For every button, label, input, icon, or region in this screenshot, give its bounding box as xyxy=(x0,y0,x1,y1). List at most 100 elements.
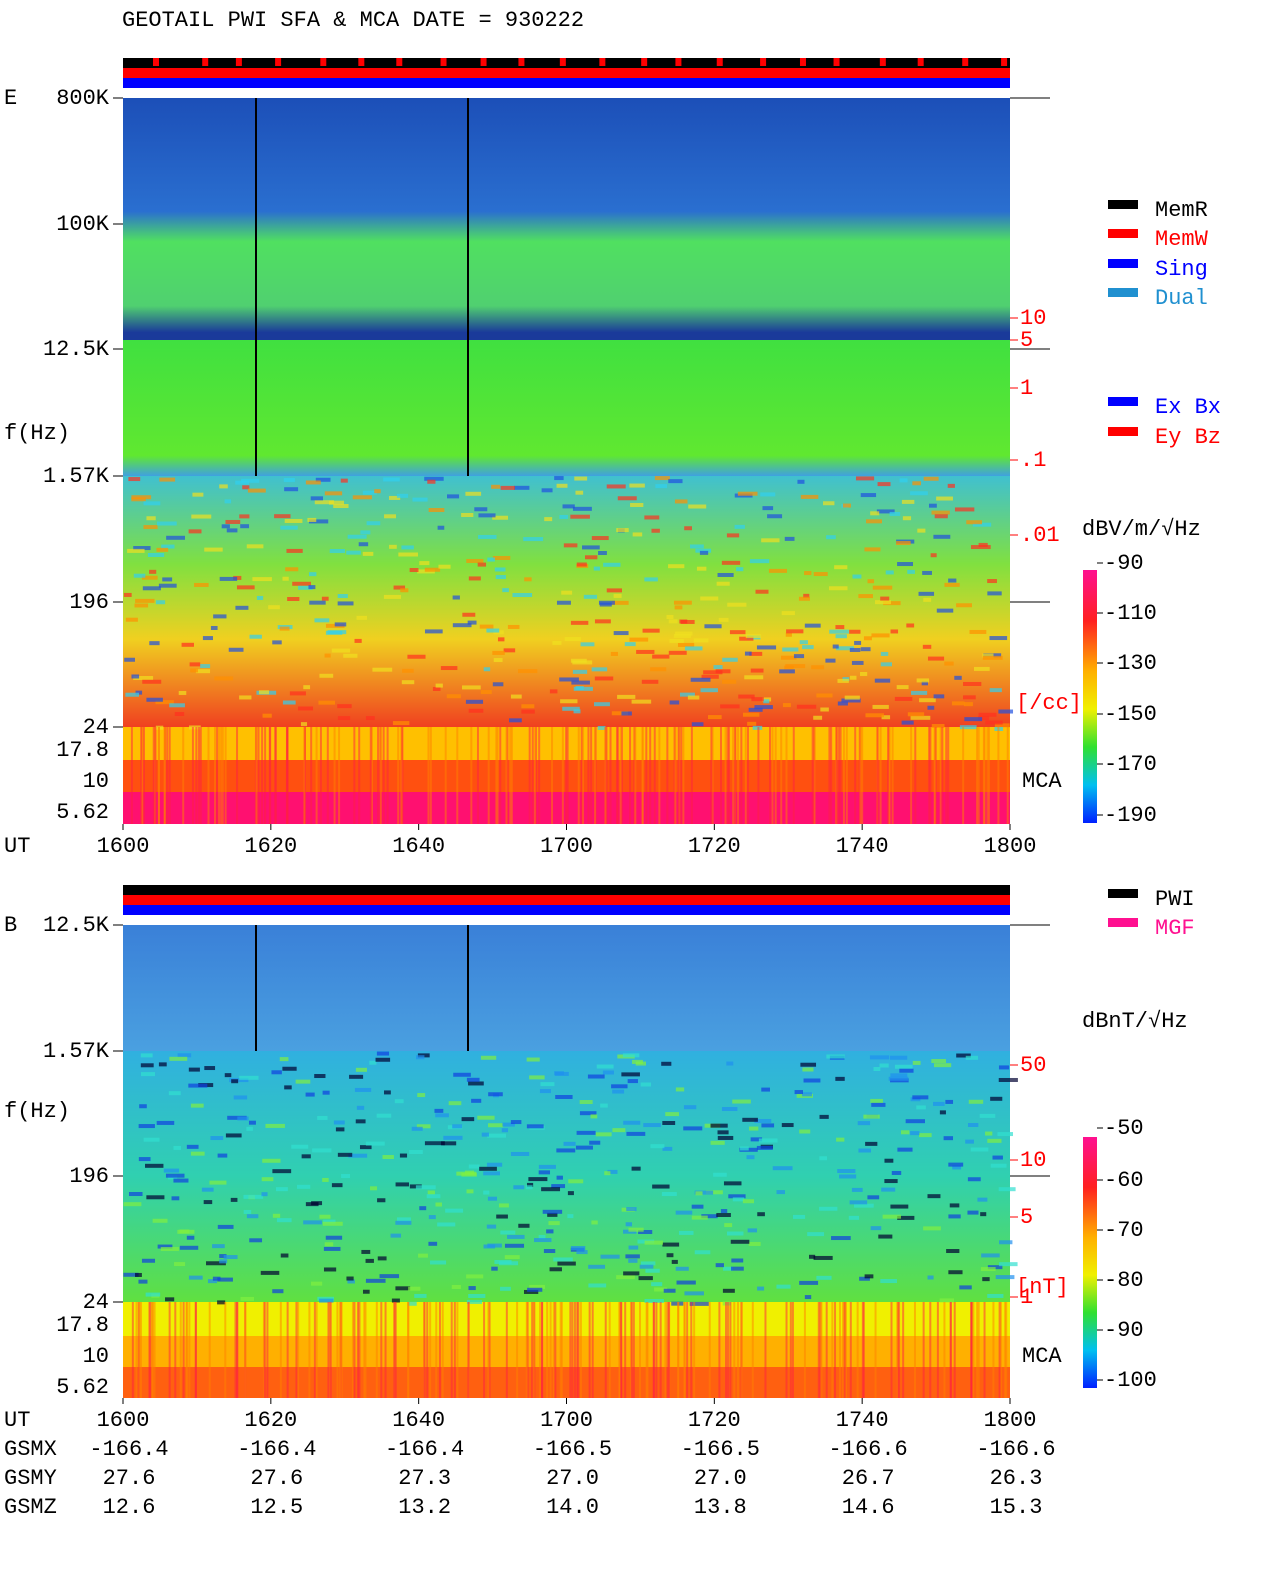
spectrogram-cell xyxy=(382,1155,394,1160)
mca-stripe xyxy=(516,1302,519,1398)
mca-stripe xyxy=(839,727,842,824)
spectrogram-cell xyxy=(809,1254,816,1259)
spectrogram-cell xyxy=(393,585,406,590)
spectrogram-cell xyxy=(284,1085,292,1090)
spectrogram-cell xyxy=(549,1267,562,1272)
spectrogram-cell xyxy=(739,636,754,641)
spectrogram-cell xyxy=(552,640,562,645)
spectrogram-cell xyxy=(480,1055,497,1060)
mca-stripe xyxy=(151,1302,154,1398)
spectrogram-cell xyxy=(717,1130,729,1135)
spectrogram-cell xyxy=(606,484,626,489)
mca-stripe xyxy=(997,727,1000,824)
spectrogram-cell xyxy=(879,1063,889,1068)
spectrogram-cell xyxy=(674,499,688,504)
spectrogram-cell xyxy=(309,600,326,605)
spectrogram-cell xyxy=(468,1164,480,1169)
spectrogram-cell xyxy=(792,1214,806,1219)
spectrogram-cell xyxy=(583,594,598,599)
mca-stripe xyxy=(216,727,219,824)
mca-stripe xyxy=(194,1302,197,1398)
spectrogram-cell xyxy=(734,524,745,529)
mca-stripe xyxy=(1005,1302,1008,1398)
spectrogram-cell xyxy=(541,1187,561,1192)
spectrogram-cell xyxy=(579,1111,597,1116)
spectrogram-cell xyxy=(133,675,154,680)
spectrogram-cell xyxy=(891,1170,902,1175)
spectrogram-cell xyxy=(923,597,932,602)
mca-stripe xyxy=(608,1302,611,1398)
mca-stripe xyxy=(970,1302,973,1398)
spectrogram-cell xyxy=(231,1079,239,1084)
spectrogram-cell xyxy=(415,1185,436,1190)
spectrogram-cell xyxy=(755,589,769,594)
panel-label: E xyxy=(4,86,17,111)
spectrogram-cell xyxy=(912,1095,929,1100)
colorbar-tick-label: -80 xyxy=(1104,1268,1144,1293)
mca-stripe xyxy=(236,727,239,824)
spectrogram-cell xyxy=(899,1068,914,1073)
spectrogram-cell xyxy=(754,705,773,710)
mca-stripe xyxy=(426,1302,429,1398)
spectrogram-cell xyxy=(298,585,313,590)
mca-stripe xyxy=(936,1302,939,1398)
spectrogram-cell xyxy=(468,1293,486,1298)
mca-stripe xyxy=(149,1302,152,1398)
spectrogram-cell xyxy=(282,1066,297,1071)
spectrogram-cell xyxy=(911,690,928,695)
spectrogram-cell xyxy=(624,642,636,647)
orbit-value: 26.7 xyxy=(842,1466,895,1491)
spectrogram-cell xyxy=(219,1254,227,1259)
spectrogram-cell xyxy=(896,541,911,546)
mca-stripe xyxy=(268,727,271,824)
spectrogram-cell xyxy=(574,476,588,481)
spectrogram-cell xyxy=(540,1082,555,1087)
orbit-value: 13.2 xyxy=(398,1495,451,1520)
spectrogram-cell xyxy=(343,653,358,658)
spectrogram-cell xyxy=(748,1241,761,1246)
mca-stripe xyxy=(499,727,502,824)
spectrogram-cell xyxy=(591,536,609,541)
spectrogram-cell xyxy=(548,1221,560,1226)
spectrogram-cell xyxy=(567,1191,574,1196)
mca-stripe xyxy=(429,727,432,824)
mca-stripe xyxy=(751,1302,754,1398)
spectrogram-cell xyxy=(695,548,712,553)
mca-stripe xyxy=(624,1302,627,1398)
spectrogram-cell xyxy=(598,551,607,556)
spectrogram-cell xyxy=(731,1266,744,1271)
mca-stripe xyxy=(234,1302,237,1398)
mca-stripe xyxy=(358,727,361,824)
spectrogram-cell xyxy=(483,1171,500,1176)
spectrogram-cell xyxy=(782,703,791,708)
spectrogram-cell xyxy=(487,1133,507,1138)
spectrogram-cell xyxy=(219,576,238,581)
spectrogram-cell xyxy=(265,1123,285,1128)
spectrogram-cell xyxy=(333,1120,345,1125)
mca-stripe xyxy=(677,727,680,824)
mca-stripe xyxy=(467,1302,470,1398)
spectrogram-cell xyxy=(999,1240,1013,1245)
spectrogram-cell xyxy=(538,1170,551,1175)
mca-stripe xyxy=(992,1302,995,1398)
spectrogram-cell xyxy=(272,1289,284,1294)
spectrogram-cell xyxy=(732,1197,745,1202)
spectrogram-cell xyxy=(897,1147,913,1152)
spectrogram-cell xyxy=(462,685,481,690)
mca-stripe xyxy=(591,1302,594,1398)
spectrogram-cell xyxy=(907,712,925,717)
spectrogram-cell xyxy=(916,1105,926,1110)
mca-stripe xyxy=(834,1302,837,1398)
orbit-label: GSMZ xyxy=(4,1495,57,1520)
mca-stripe xyxy=(898,1302,901,1398)
mca-stripe xyxy=(859,727,862,824)
spectrogram-cell xyxy=(842,503,851,508)
mca-stripe xyxy=(375,1302,378,1398)
spectrogram-cell xyxy=(319,1298,334,1303)
mca-stripe xyxy=(577,1302,580,1398)
spectrogram-cell xyxy=(884,1158,894,1163)
spectrogram-cell xyxy=(954,675,962,680)
spectrogram-cell xyxy=(152,1218,168,1223)
orbit-value: -166.4 xyxy=(237,1437,316,1462)
spectrogram-cell xyxy=(307,517,317,522)
